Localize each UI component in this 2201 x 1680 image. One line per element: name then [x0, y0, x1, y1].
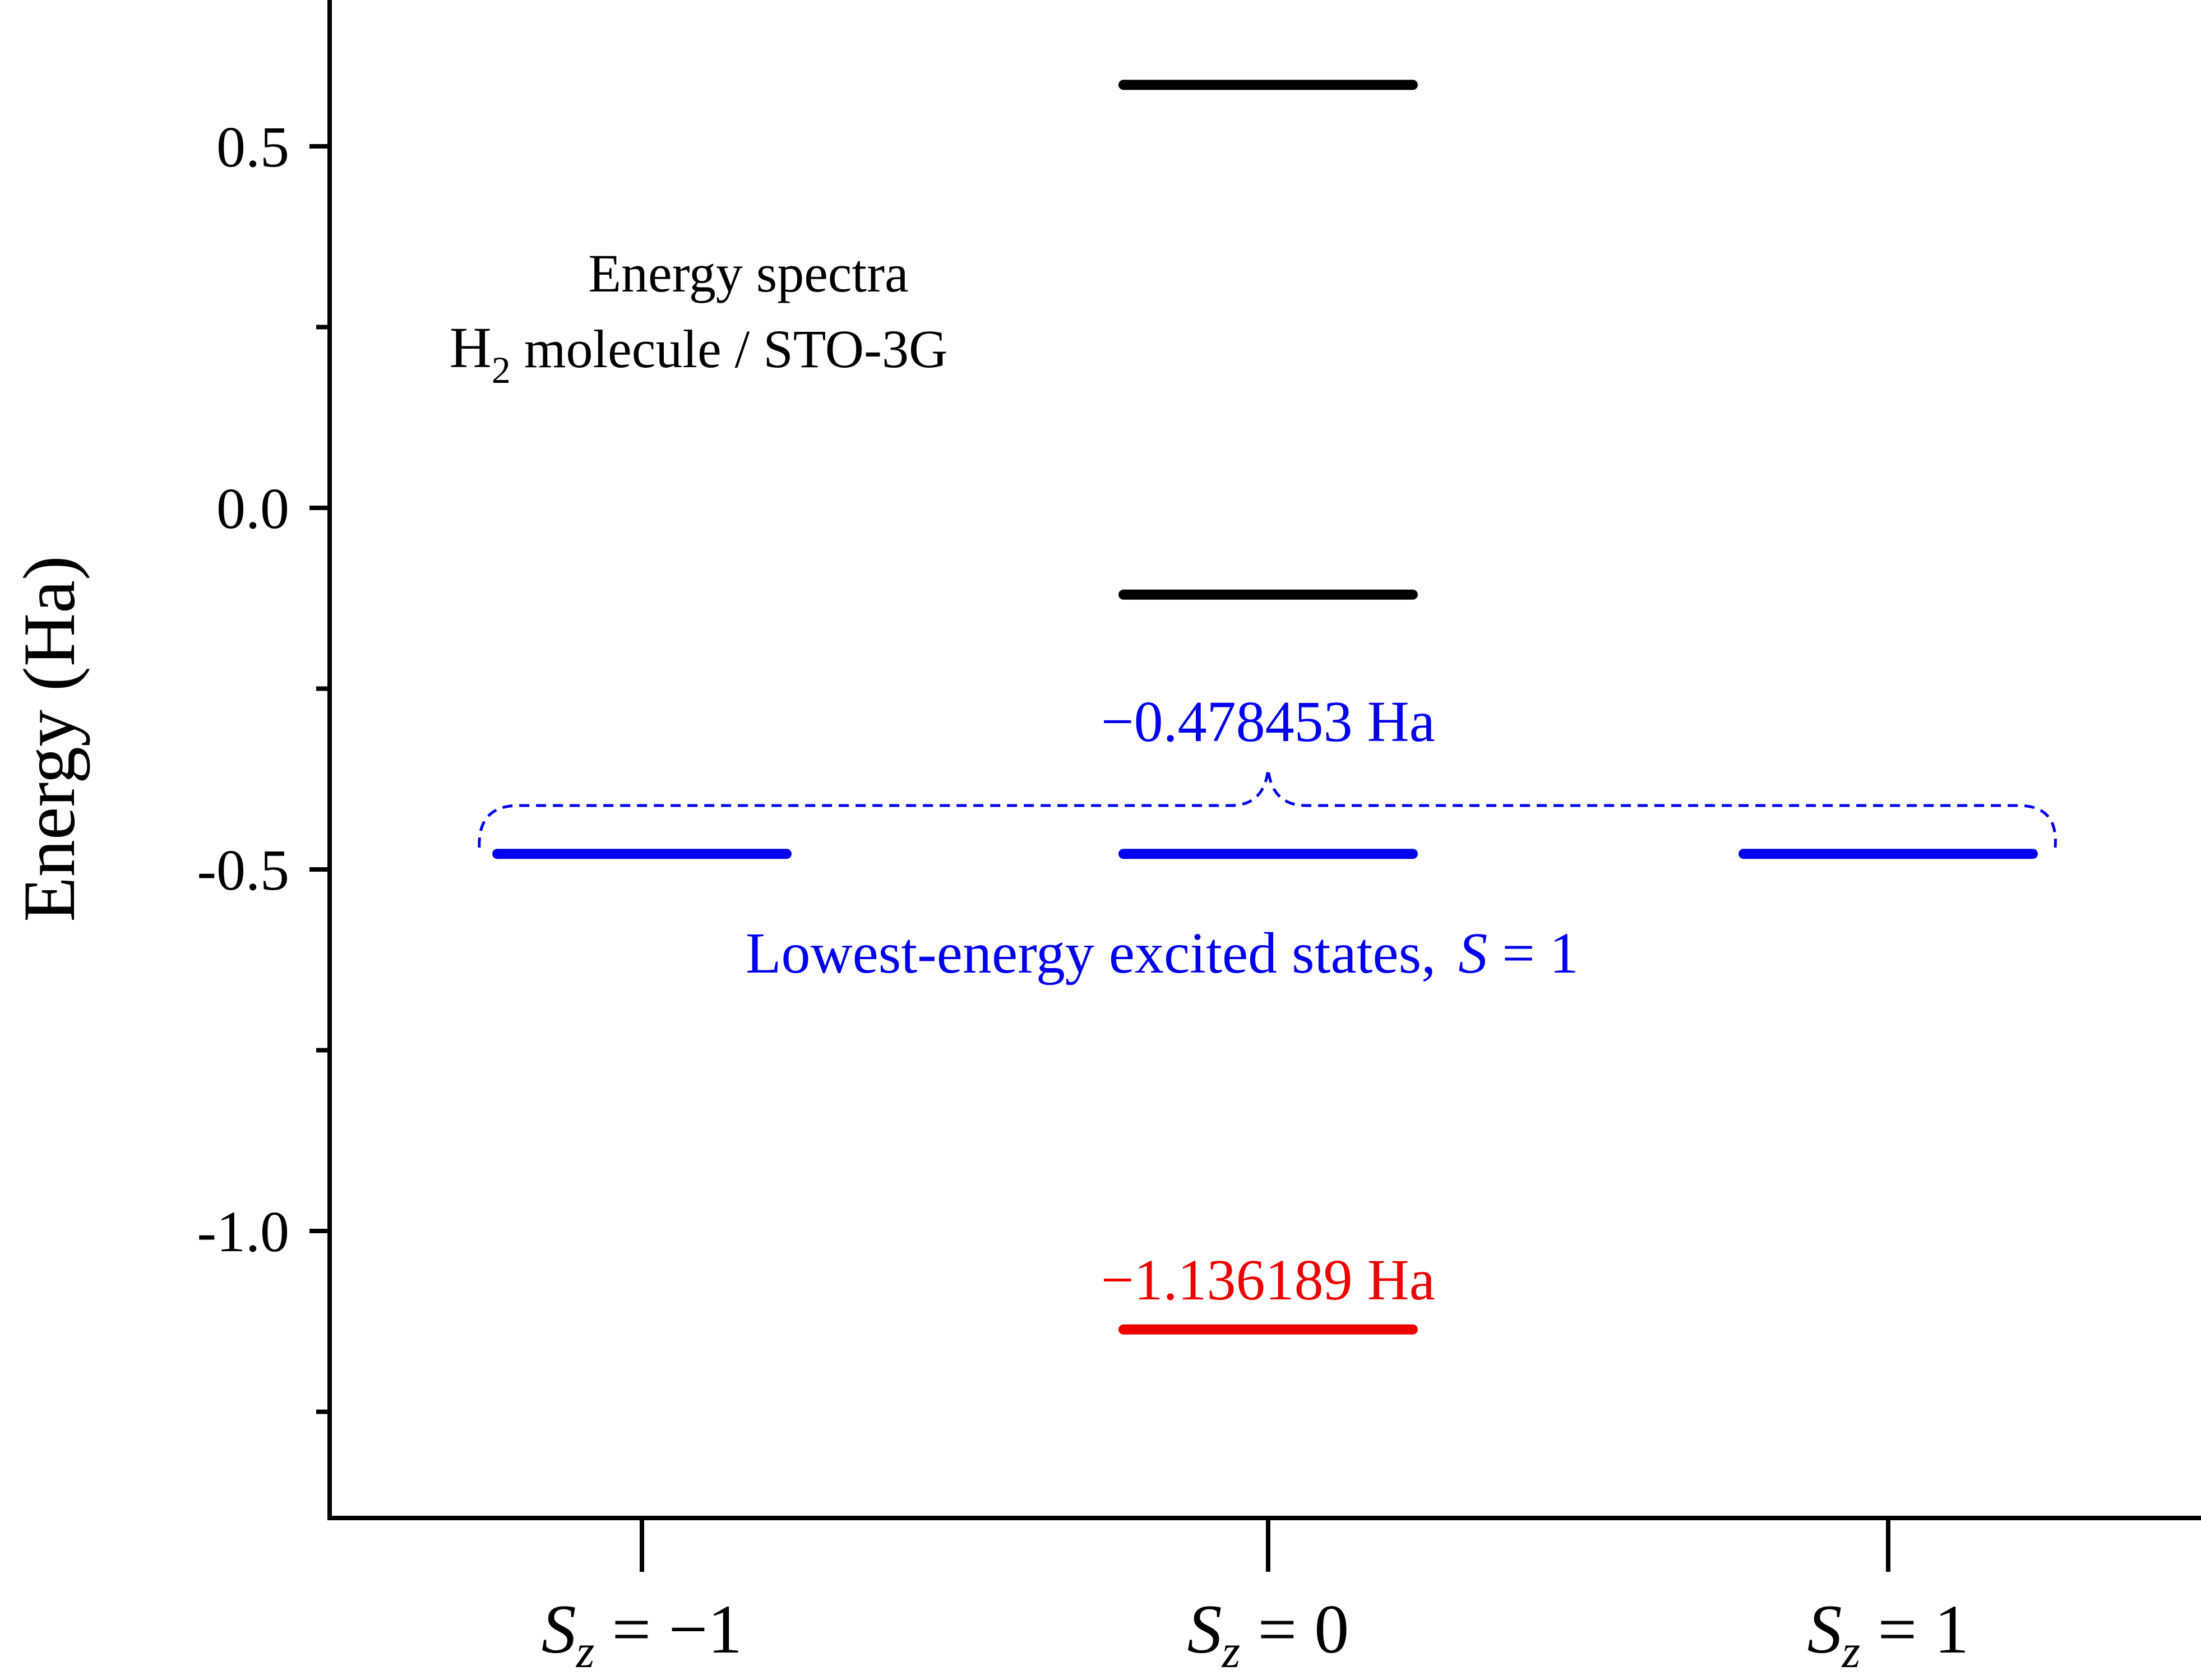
- triplet-S-symbol: S: [1458, 921, 1487, 985]
- chart-title-line2: H2 molecule / STO-3G: [450, 316, 948, 391]
- ground-energy-label: −1.136189 Ha: [1101, 1248, 1435, 1312]
- triplet-S-equation: = 1: [1487, 921, 1579, 985]
- triplet-states-label: Lowest-energy excited states, S = 1: [746, 921, 1579, 985]
- chart-title-line1: Energy spectra: [588, 243, 908, 303]
- y-axis-label: Energy (Ha): [8, 556, 90, 922]
- y-tick-label: 0.0: [216, 476, 289, 541]
- x-category-label: Sz = −1: [542, 1591, 743, 1678]
- y-ticks: -1.0 -0.5 0.0 0.5: [197, 115, 330, 1414]
- title-rest: molecule / STO-3G: [511, 319, 947, 379]
- x-category-label: Sz = 0: [1187, 1591, 1349, 1678]
- energy-levels: [492, 80, 2038, 1335]
- h-symbol: H: [450, 316, 492, 380]
- y-tick-label: -0.5: [197, 838, 289, 903]
- triplet-label-text: Lowest-energy excited states,: [746, 921, 1436, 985]
- triplet-brace: [478, 769, 2057, 848]
- h-subscript: 2: [492, 349, 511, 391]
- x-category-label: Sz = 1: [1807, 1591, 1969, 1678]
- x-ticks: Sz = −1 Sz = 0 Sz = 1: [542, 1518, 1969, 1678]
- triplet-energy-label: −0.478453 Ha: [1101, 689, 1435, 754]
- y-tick-label: 0.5: [216, 115, 289, 179]
- y-tick-label: -1.0: [197, 1200, 289, 1264]
